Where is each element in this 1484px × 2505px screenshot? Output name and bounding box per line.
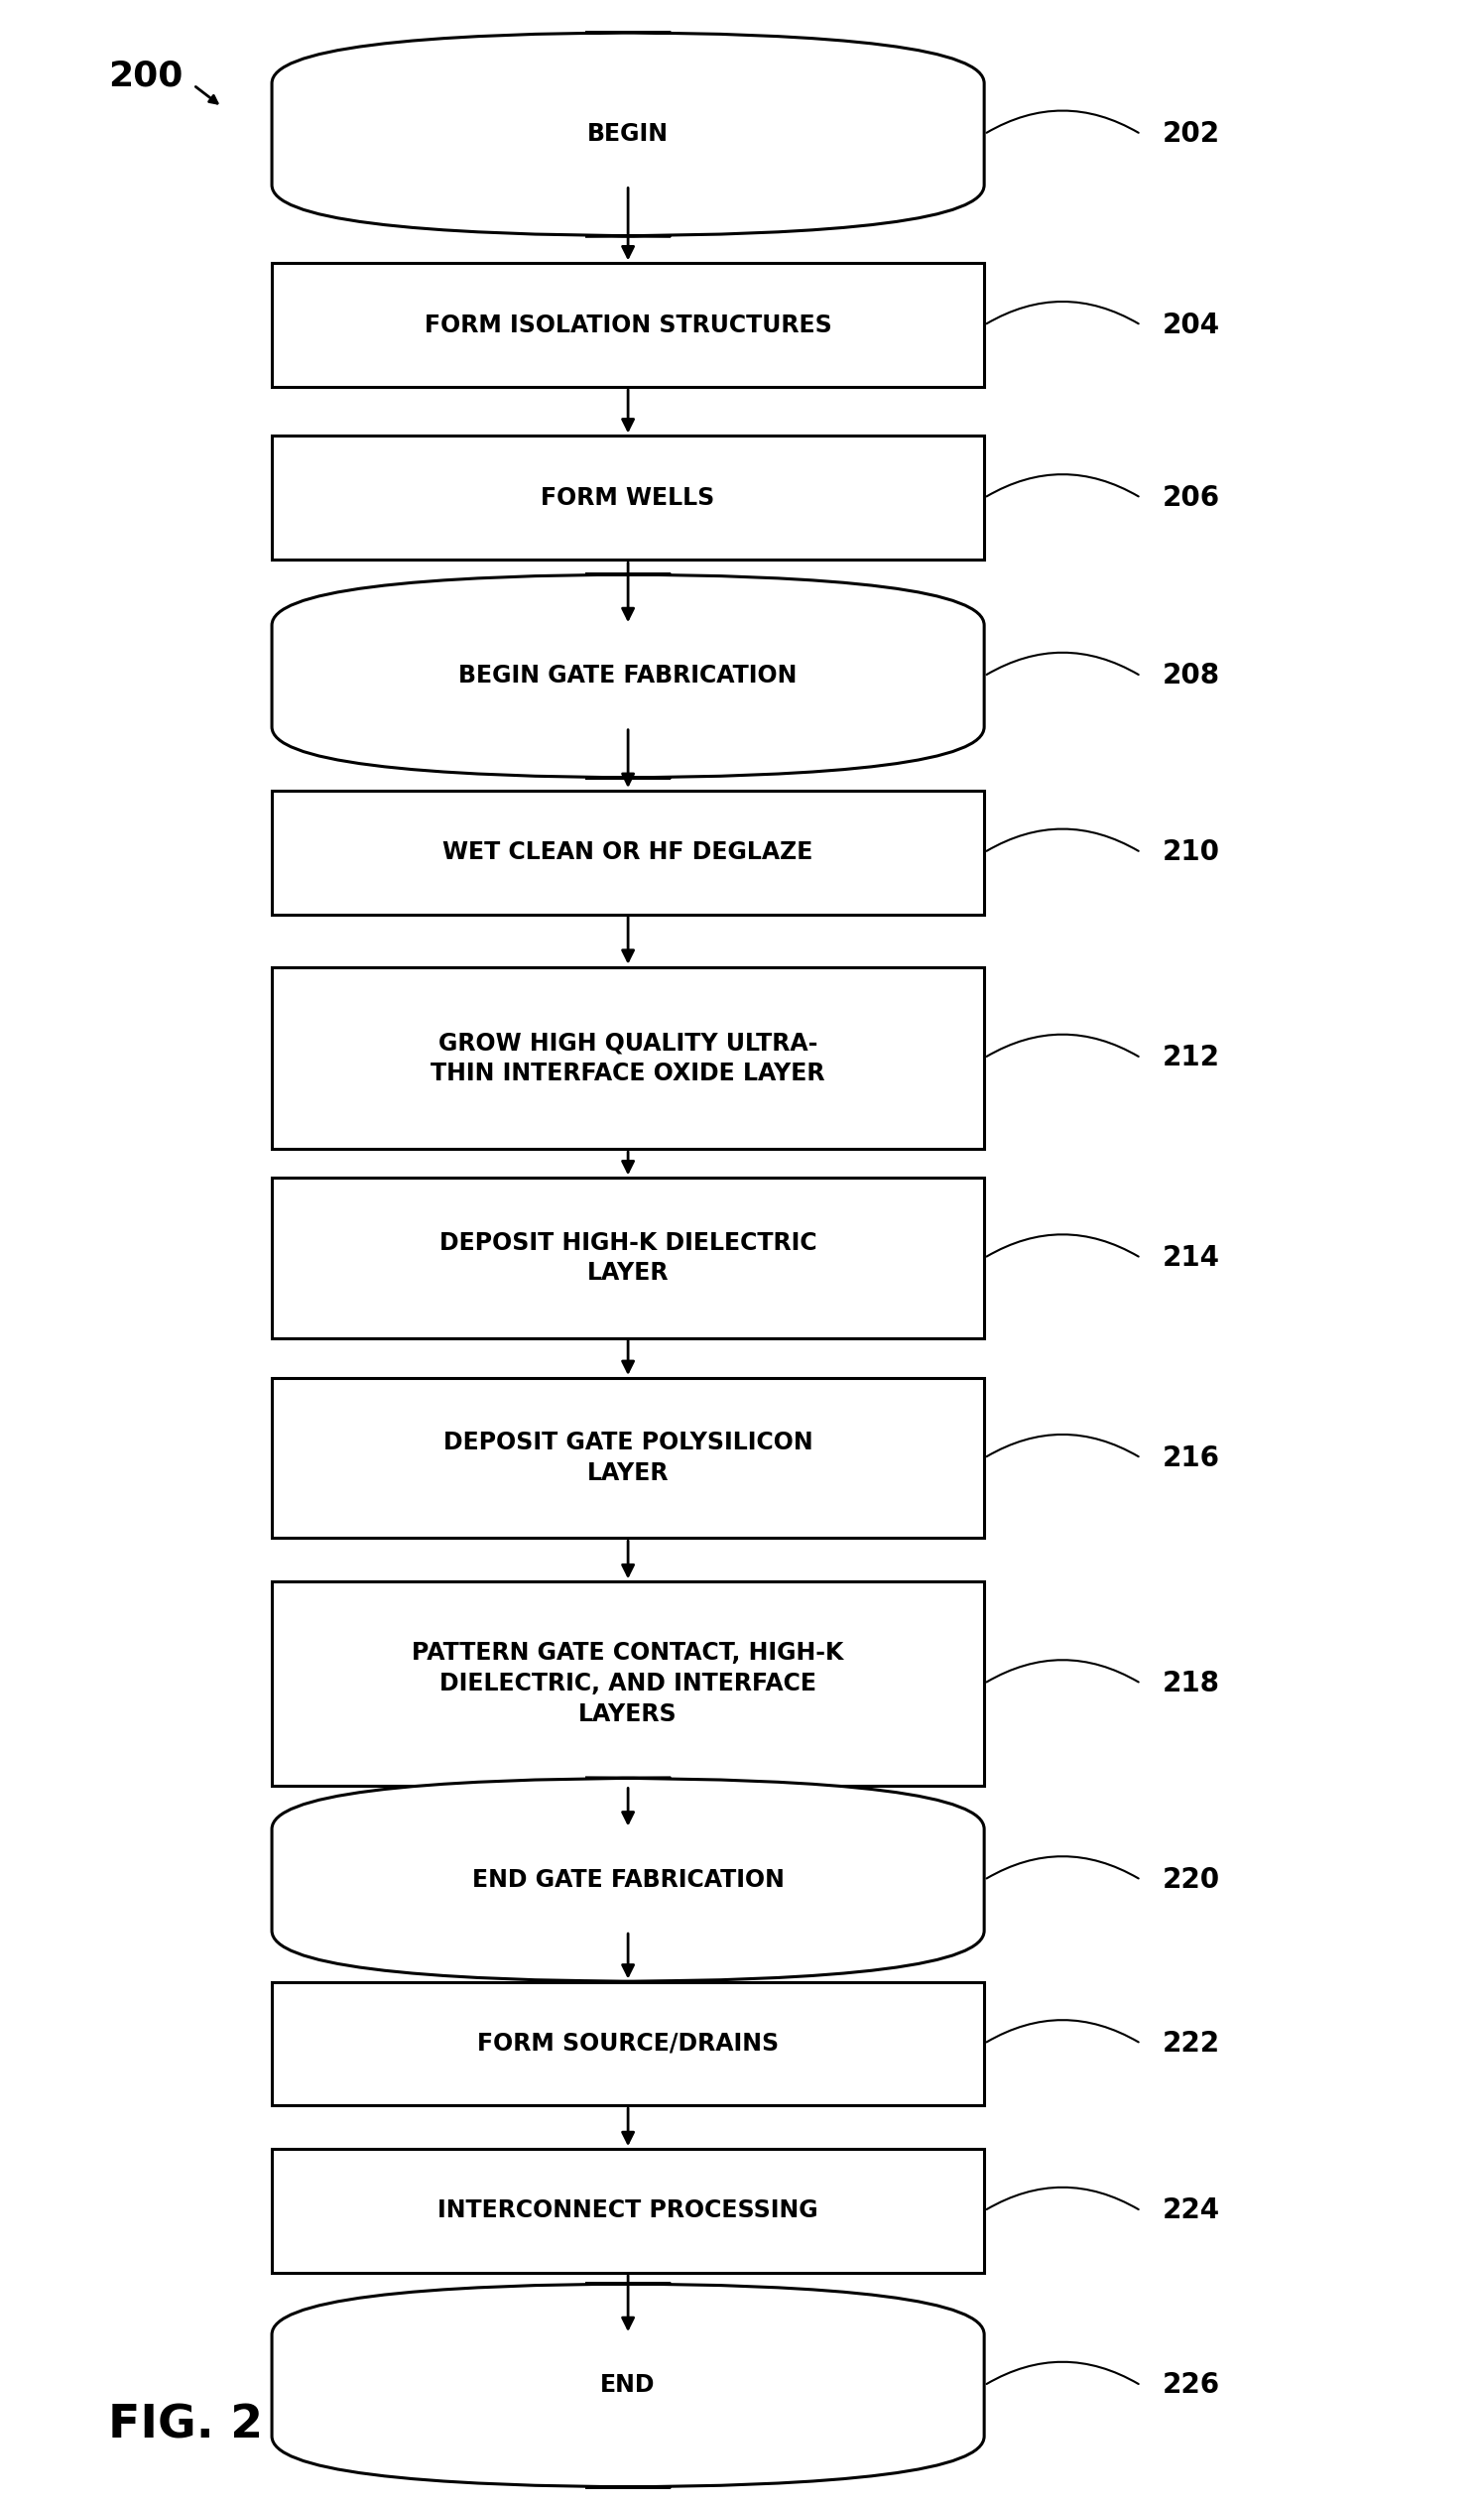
- Text: BEGIN: BEGIN: [588, 123, 669, 145]
- Bar: [272, 263, 984, 386]
- Text: DEPOSIT HIGH-K DIELECTRIC
LAYER: DEPOSIT HIGH-K DIELECTRIC LAYER: [439, 1230, 816, 1285]
- Bar: [272, 1378, 984, 1538]
- Text: END GATE FABRICATION: END GATE FABRICATION: [472, 1869, 784, 1891]
- Text: FORM SOURCE/DRAINS: FORM SOURCE/DRAINS: [478, 2032, 779, 2057]
- Bar: [272, 2149, 984, 2272]
- FancyBboxPatch shape: [272, 1779, 984, 1981]
- Text: 226: 226: [1162, 2372, 1220, 2400]
- Text: END: END: [601, 2372, 656, 2397]
- Bar: [272, 1581, 984, 1786]
- Text: 218: 218: [1162, 1668, 1220, 1698]
- Text: 210: 210: [1162, 839, 1220, 867]
- Text: 204: 204: [1162, 311, 1220, 338]
- FancyBboxPatch shape: [272, 2285, 984, 2487]
- Bar: [272, 1981, 984, 2104]
- Text: 208: 208: [1162, 661, 1220, 689]
- FancyBboxPatch shape: [272, 33, 984, 235]
- FancyBboxPatch shape: [272, 574, 984, 779]
- Text: BEGIN GATE FABRICATION: BEGIN GATE FABRICATION: [459, 664, 797, 689]
- Text: 214: 214: [1162, 1245, 1220, 1273]
- Text: 202: 202: [1162, 120, 1220, 148]
- Text: 220: 220: [1162, 1866, 1220, 1894]
- Text: INTERCONNECT PROCESSING: INTERCONNECT PROCESSING: [438, 2199, 818, 2222]
- Text: FORM ISOLATION STRUCTURES: FORM ISOLATION STRUCTURES: [424, 313, 831, 338]
- Bar: [272, 792, 984, 914]
- Text: 222: 222: [1162, 2029, 1220, 2057]
- Bar: [272, 967, 984, 1150]
- Text: PATTERN GATE CONTACT, HIGH-K
DIELECTRIC, AND INTERFACE
LAYERS: PATTERN GATE CONTACT, HIGH-K DIELECTRIC,…: [413, 1641, 844, 1726]
- Text: 216: 216: [1162, 1443, 1220, 1473]
- Text: 206: 206: [1162, 483, 1220, 511]
- Text: 224: 224: [1162, 2197, 1220, 2224]
- Text: DEPOSIT GATE POLYSILICON
LAYER: DEPOSIT GATE POLYSILICON LAYER: [444, 1430, 813, 1485]
- Text: FORM WELLS: FORM WELLS: [542, 486, 715, 509]
- Text: 200: 200: [108, 60, 183, 93]
- Text: GROW HIGH QUALITY ULTRA-
THIN INTERFACE OXIDE LAYER: GROW HIGH QUALITY ULTRA- THIN INTERFACE …: [430, 1032, 825, 1085]
- Bar: [272, 436, 984, 559]
- Text: WET CLEAN OR HF DEGLAZE: WET CLEAN OR HF DEGLAZE: [442, 842, 813, 864]
- Text: 212: 212: [1162, 1045, 1220, 1072]
- Text: FIG. 2: FIG. 2: [108, 2402, 263, 2447]
- Bar: [272, 1177, 984, 1338]
